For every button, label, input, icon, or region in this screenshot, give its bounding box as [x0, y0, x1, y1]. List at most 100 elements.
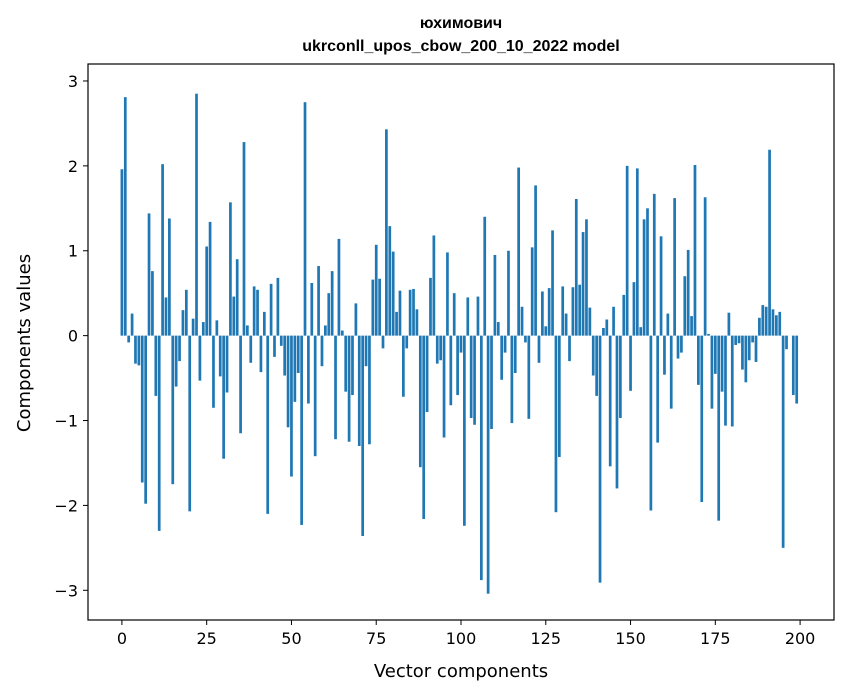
bar: [225, 335, 229, 393]
bar: [402, 335, 405, 397]
bar: [476, 296, 480, 336]
bar: [737, 335, 741, 344]
bar: [161, 164, 164, 336]
bar: [229, 202, 232, 336]
bar: [734, 335, 738, 345]
bar: [361, 335, 365, 536]
bar: [473, 335, 476, 425]
bar: [354, 303, 358, 336]
bar: [625, 165, 629, 336]
bar: [286, 335, 290, 428]
y-tick-label: 0: [68, 327, 78, 346]
x-axis-label: Vector components: [374, 661, 548, 682]
bar: [585, 219, 588, 336]
bar: [510, 335, 514, 424]
bar: [239, 335, 242, 434]
bar: [273, 335, 276, 357]
bar: [642, 219, 646, 336]
bar: [347, 335, 351, 442]
x-tick-label: 175: [700, 629, 731, 648]
chart-subtitle: ukrconll_upos_cbow_200_10_2022 model: [302, 38, 619, 55]
bar: [791, 335, 795, 396]
bar: [517, 167, 520, 336]
bar: [157, 335, 161, 531]
bar: [469, 335, 473, 418]
bar: [446, 252, 449, 336]
bar: [140, 335, 144, 483]
bar: [496, 322, 500, 336]
x-tick-label: 150: [615, 629, 646, 648]
bar: [137, 335, 141, 366]
bar: [371, 279, 375, 336]
bar: [632, 282, 636, 336]
bar: [557, 335, 561, 458]
bar: [747, 335, 751, 361]
bar: [490, 335, 493, 429]
bar: [530, 247, 534, 336]
bar: [646, 208, 649, 336]
bar: [649, 335, 653, 511]
bar: [256, 289, 259, 336]
bar: [181, 310, 185, 336]
bar: [781, 335, 785, 548]
bar: [337, 238, 341, 336]
bar: [296, 335, 300, 373]
bar: [381, 335, 385, 349]
bar: [398, 290, 402, 336]
bar: [598, 335, 602, 583]
bar: [483, 216, 487, 336]
bar: [778, 311, 782, 336]
bar: [663, 335, 666, 375]
x-tick-label: 100: [446, 629, 477, 648]
bar: [537, 335, 541, 363]
bar: [456, 335, 459, 396]
bar: [635, 168, 639, 336]
bar: [608, 335, 612, 467]
bar: [266, 335, 270, 514]
bar: [459, 335, 463, 353]
bar: [330, 271, 334, 336]
bar: [388, 226, 392, 336]
bar: [134, 335, 137, 364]
bar: [439, 335, 443, 361]
bar: [629, 335, 632, 391]
bar: [429, 277, 432, 336]
bar: [771, 309, 775, 336]
bar: [619, 335, 622, 418]
bar: [147, 213, 151, 336]
bar: [703, 197, 707, 336]
x-axis: 0 25 50 75 100 125 150 175 200: [117, 620, 815, 648]
bar: [276, 277, 280, 336]
bar: [730, 335, 734, 427]
bar: [408, 289, 412, 336]
bar: [262, 311, 266, 336]
bar: [127, 335, 131, 343]
bar: [686, 249, 690, 336]
bars-group: [120, 93, 799, 594]
bar: [303, 102, 307, 336]
bar: [232, 296, 236, 336]
x-tick-label: 125: [530, 629, 561, 648]
bar: [479, 335, 483, 581]
bar: [425, 335, 429, 413]
bar: [486, 335, 490, 594]
bar: [195, 93, 198, 336]
bar: [710, 335, 714, 409]
bar: [700, 335, 704, 503]
bar: [130, 313, 134, 336]
bar: [378, 278, 381, 336]
bar: [351, 335, 354, 396]
bar: [218, 335, 222, 377]
bar: [293, 335, 297, 402]
bar: [418, 335, 422, 468]
bar: [751, 335, 754, 343]
bar: [412, 288, 415, 336]
bar: [201, 322, 205, 336]
bar: [123, 97, 127, 336]
bar: [615, 335, 619, 489]
bar: [357, 335, 361, 446]
bar: [588, 307, 592, 336]
bar: [463, 335, 466, 526]
y-axis: −3 −2 −1 0 1 2 3: [54, 72, 88, 600]
